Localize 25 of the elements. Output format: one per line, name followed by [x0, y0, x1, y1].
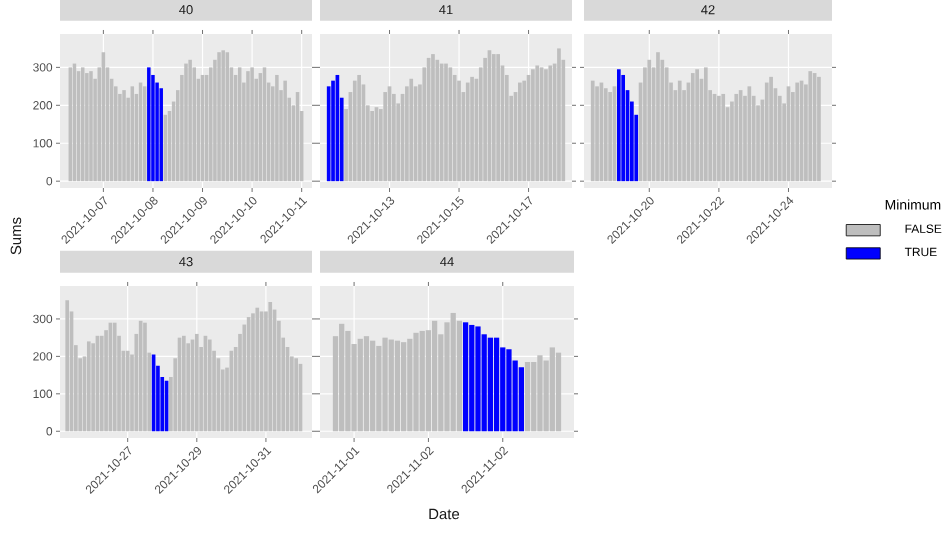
bar	[487, 337, 493, 432]
bar	[363, 336, 370, 432]
bar	[394, 340, 401, 432]
bar	[407, 338, 413, 432]
bar	[357, 338, 363, 432]
bar	[524, 362, 531, 432]
bar	[462, 322, 469, 432]
bar	[549, 347, 555, 432]
bar	[376, 345, 382, 432]
bar	[475, 326, 481, 432]
bar	[456, 320, 463, 432]
bar	[431, 320, 438, 432]
bar	[388, 339, 394, 432]
bar	[469, 324, 475, 432]
bar	[555, 352, 562, 432]
bar	[419, 330, 425, 432]
bar	[506, 349, 512, 432]
bar	[450, 312, 456, 432]
bar	[401, 342, 407, 432]
bar	[370, 340, 376, 432]
bar	[339, 323, 345, 432]
bar	[531, 362, 537, 432]
bar	[481, 334, 487, 432]
bar	[518, 367, 524, 432]
bar	[493, 337, 500, 432]
